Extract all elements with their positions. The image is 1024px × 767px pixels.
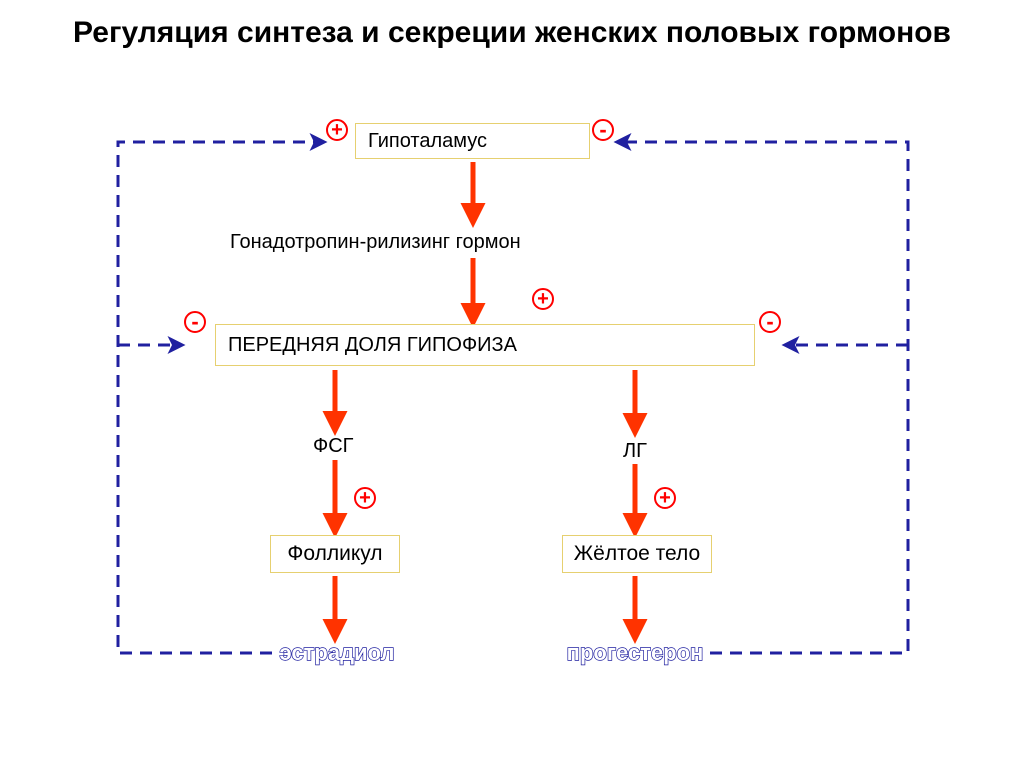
- label-progesterone: прогестерон: [525, 632, 745, 672]
- node-hypothalamus-label: Гипоталамус: [368, 130, 487, 153]
- sign-minus-pituitary-left: -: [184, 311, 206, 333]
- node-follicle-label: Фолликул: [287, 542, 382, 566]
- label-gnrh: Гонадотропин-рилизинг гормон: [230, 231, 521, 254]
- svg-text:эстрадиол: эстрадиол: [280, 640, 395, 665]
- label-estradiol: эстрадиол: [237, 632, 437, 672]
- sign-minus-pituitary-right: -: [759, 311, 781, 333]
- node-pituitary-label: ПЕРЕДНЯЯ ДОЛЯ ГИПОФИЗА: [228, 334, 517, 357]
- node-follicle: Фолликул: [270, 535, 400, 573]
- node-corpus-luteum-label: Жёлтое тело: [574, 542, 700, 566]
- svg-text:прогестерон: прогестерон: [567, 640, 704, 665]
- node-pituitary: ПЕРЕДНЯЯ ДОЛЯ ГИПОФИЗА: [215, 324, 755, 366]
- node-corpus-luteum: Жёлтое тело: [562, 535, 712, 573]
- diagram-title: Регуляция синтеза и секреции женских пол…: [72, 14, 952, 52]
- sign-plus-hypothalamus: +: [326, 119, 348, 141]
- sign-minus-hypothalamus: -: [592, 119, 614, 141]
- arrow-layer: [0, 0, 1024, 767]
- sign-plus-pituitary: +: [532, 288, 554, 310]
- label-fsh: ФСГ: [313, 435, 353, 458]
- feedback-estradiol-left-loop: [118, 142, 323, 653]
- sign-plus-follicle: +: [354, 487, 376, 509]
- node-hypothalamus: Гипоталамус: [355, 123, 590, 159]
- sign-plus-corpus-luteum: +: [654, 487, 676, 509]
- feedback-progesterone-right-loop: [618, 142, 908, 653]
- label-lh: ЛГ: [623, 440, 647, 463]
